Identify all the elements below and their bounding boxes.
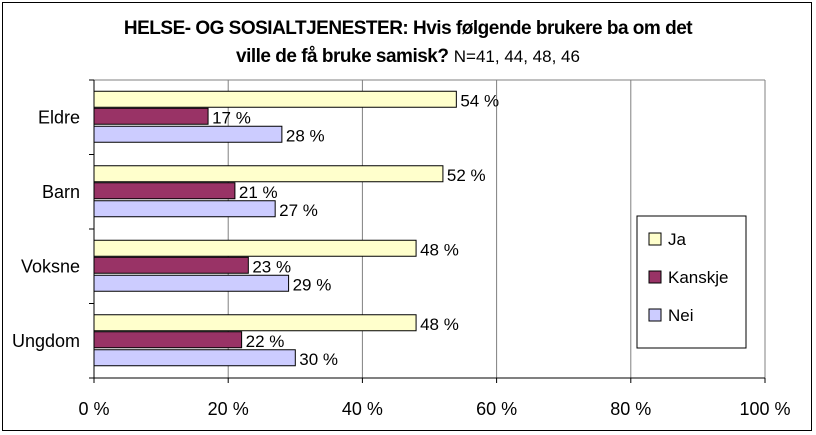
y-tick-label: Eldre (38, 107, 80, 127)
chart-subtitle: N=41, 44, 48, 46 (453, 47, 580, 66)
chart-title-line1: HELSE- OG SOSIALTJENESTER: Hvis følgende… (123, 18, 693, 39)
x-tick-label: 60 % (476, 399, 517, 419)
data-label: 22 % (246, 332, 285, 351)
bar-kanskje-barn (93, 182, 236, 200)
data-label: 48 % (420, 240, 459, 259)
legend-swatch-nei (648, 308, 662, 322)
data-label: 54 % (460, 91, 499, 110)
bar-kanskje-voksne (93, 256, 249, 274)
bar-ja-ungdom (93, 314, 417, 332)
x-tick-label: 40 % (342, 399, 383, 419)
bar-nei-ungdom (93, 349, 296, 367)
data-label: 28 % (286, 126, 325, 145)
data-label: 48 % (420, 315, 459, 334)
data-label: 29 % (293, 275, 332, 294)
x-tick-label: 0 % (78, 399, 109, 419)
data-label: 27 % (279, 201, 318, 220)
bar-nei-eldre (93, 125, 283, 143)
legend-swatch-ja (648, 232, 662, 246)
legend-label-nei: Nei (668, 306, 694, 325)
y-tick-label: Barn (42, 182, 80, 202)
data-label: 17 % (212, 108, 251, 127)
legend-label-ja: Ja (668, 230, 687, 249)
legend: Ja Kanskje Nei (636, 215, 747, 349)
bar-nei-voksne (93, 274, 290, 292)
legend-swatch-kanskje (648, 270, 662, 284)
data-label: 21 % (239, 183, 278, 202)
data-label: 23 % (252, 257, 291, 276)
x-tick-label: 100 % (739, 399, 790, 419)
bar-nei-barn (93, 200, 276, 218)
bar-kanskje-eldre (93, 107, 209, 125)
bar-ja-eldre (93, 90, 457, 108)
x-tick-label: 20 % (208, 399, 249, 419)
x-tick-label: 80 % (610, 399, 651, 419)
chart-title-bold-part: ville de få bruke samisk? (236, 46, 449, 67)
bars: 54 % 17 % 28 % 52 % 21 %27 % 48 % 23 %29 % 48 %… (93, 90, 499, 369)
legend-label-kanskje: Kanskje (668, 268, 728, 287)
y-tick-label: Ungdom (12, 331, 80, 351)
bar-ja-voksne (93, 239, 417, 257)
bar-kanskje-ungdom (93, 331, 243, 349)
axes: Eldre Barn Voksne Ungdom 0 % 20 % 40 % 60 % 80 %… (12, 79, 791, 419)
y-tick-label: Voksne (21, 256, 80, 276)
chart-title-line2: ville de få bruke samisk? N=41, 44, 48, … (0, 46, 816, 68)
data-label: 52 % (447, 166, 486, 185)
data-label: 30 % (299, 350, 338, 369)
bar-ja-barn (93, 165, 444, 183)
